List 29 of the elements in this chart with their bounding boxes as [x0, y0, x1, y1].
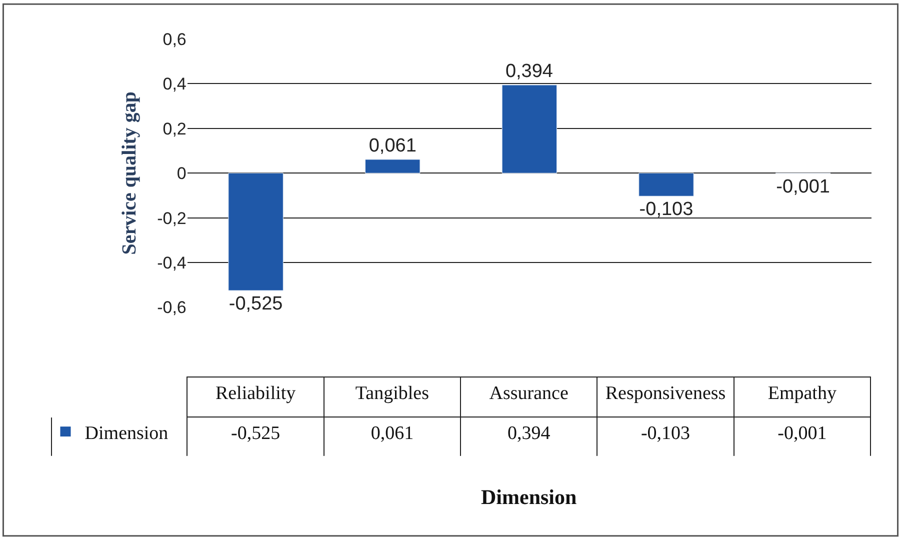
- x-tick-label: Reliability: [215, 383, 296, 404]
- text: -0,103: [639, 199, 694, 220]
- y-tick-label: 0,4: [162, 74, 186, 94]
- bar: [365, 159, 420, 174]
- text: -0,525: [228, 294, 283, 315]
- data-label: 0,394: [507, 423, 551, 444]
- bar: [502, 84, 558, 174]
- x-axis-title: Dimension: [481, 485, 577, 509]
- data-label: -0,103: [640, 423, 690, 444]
- x-tick-label: Empathy: [768, 383, 837, 404]
- y-tick-label: -0,4: [157, 254, 186, 273]
- y-tick-label: -0,6: [157, 298, 186, 318]
- y-axis-title: Service quality gap: [118, 91, 141, 255]
- x-tick-label: Tangibles: [355, 383, 430, 404]
- data-label: -0,525: [231, 423, 280, 444]
- x-tick-label: Assurance: [489, 383, 568, 404]
- data-label: 0,061: [370, 423, 414, 444]
- y-tick-label: 0,6: [162, 30, 186, 49]
- x-tick-label: Responsiveness: [605, 383, 726, 404]
- data-label: -0,001: [778, 423, 827, 444]
- bar: [228, 172, 284, 291]
- y-tick-label: 0,2: [162, 119, 186, 138]
- text: 0,394: [505, 60, 553, 82]
- y-tick-label: -0,2: [157, 208, 186, 228]
- text: -0,001: [776, 176, 830, 198]
- bar: [638, 172, 694, 196]
- y-tick-label: 0: [176, 164, 186, 184]
- text: 0,061: [368, 135, 416, 156]
- legend-label: Dimension: [70, 423, 169, 444]
